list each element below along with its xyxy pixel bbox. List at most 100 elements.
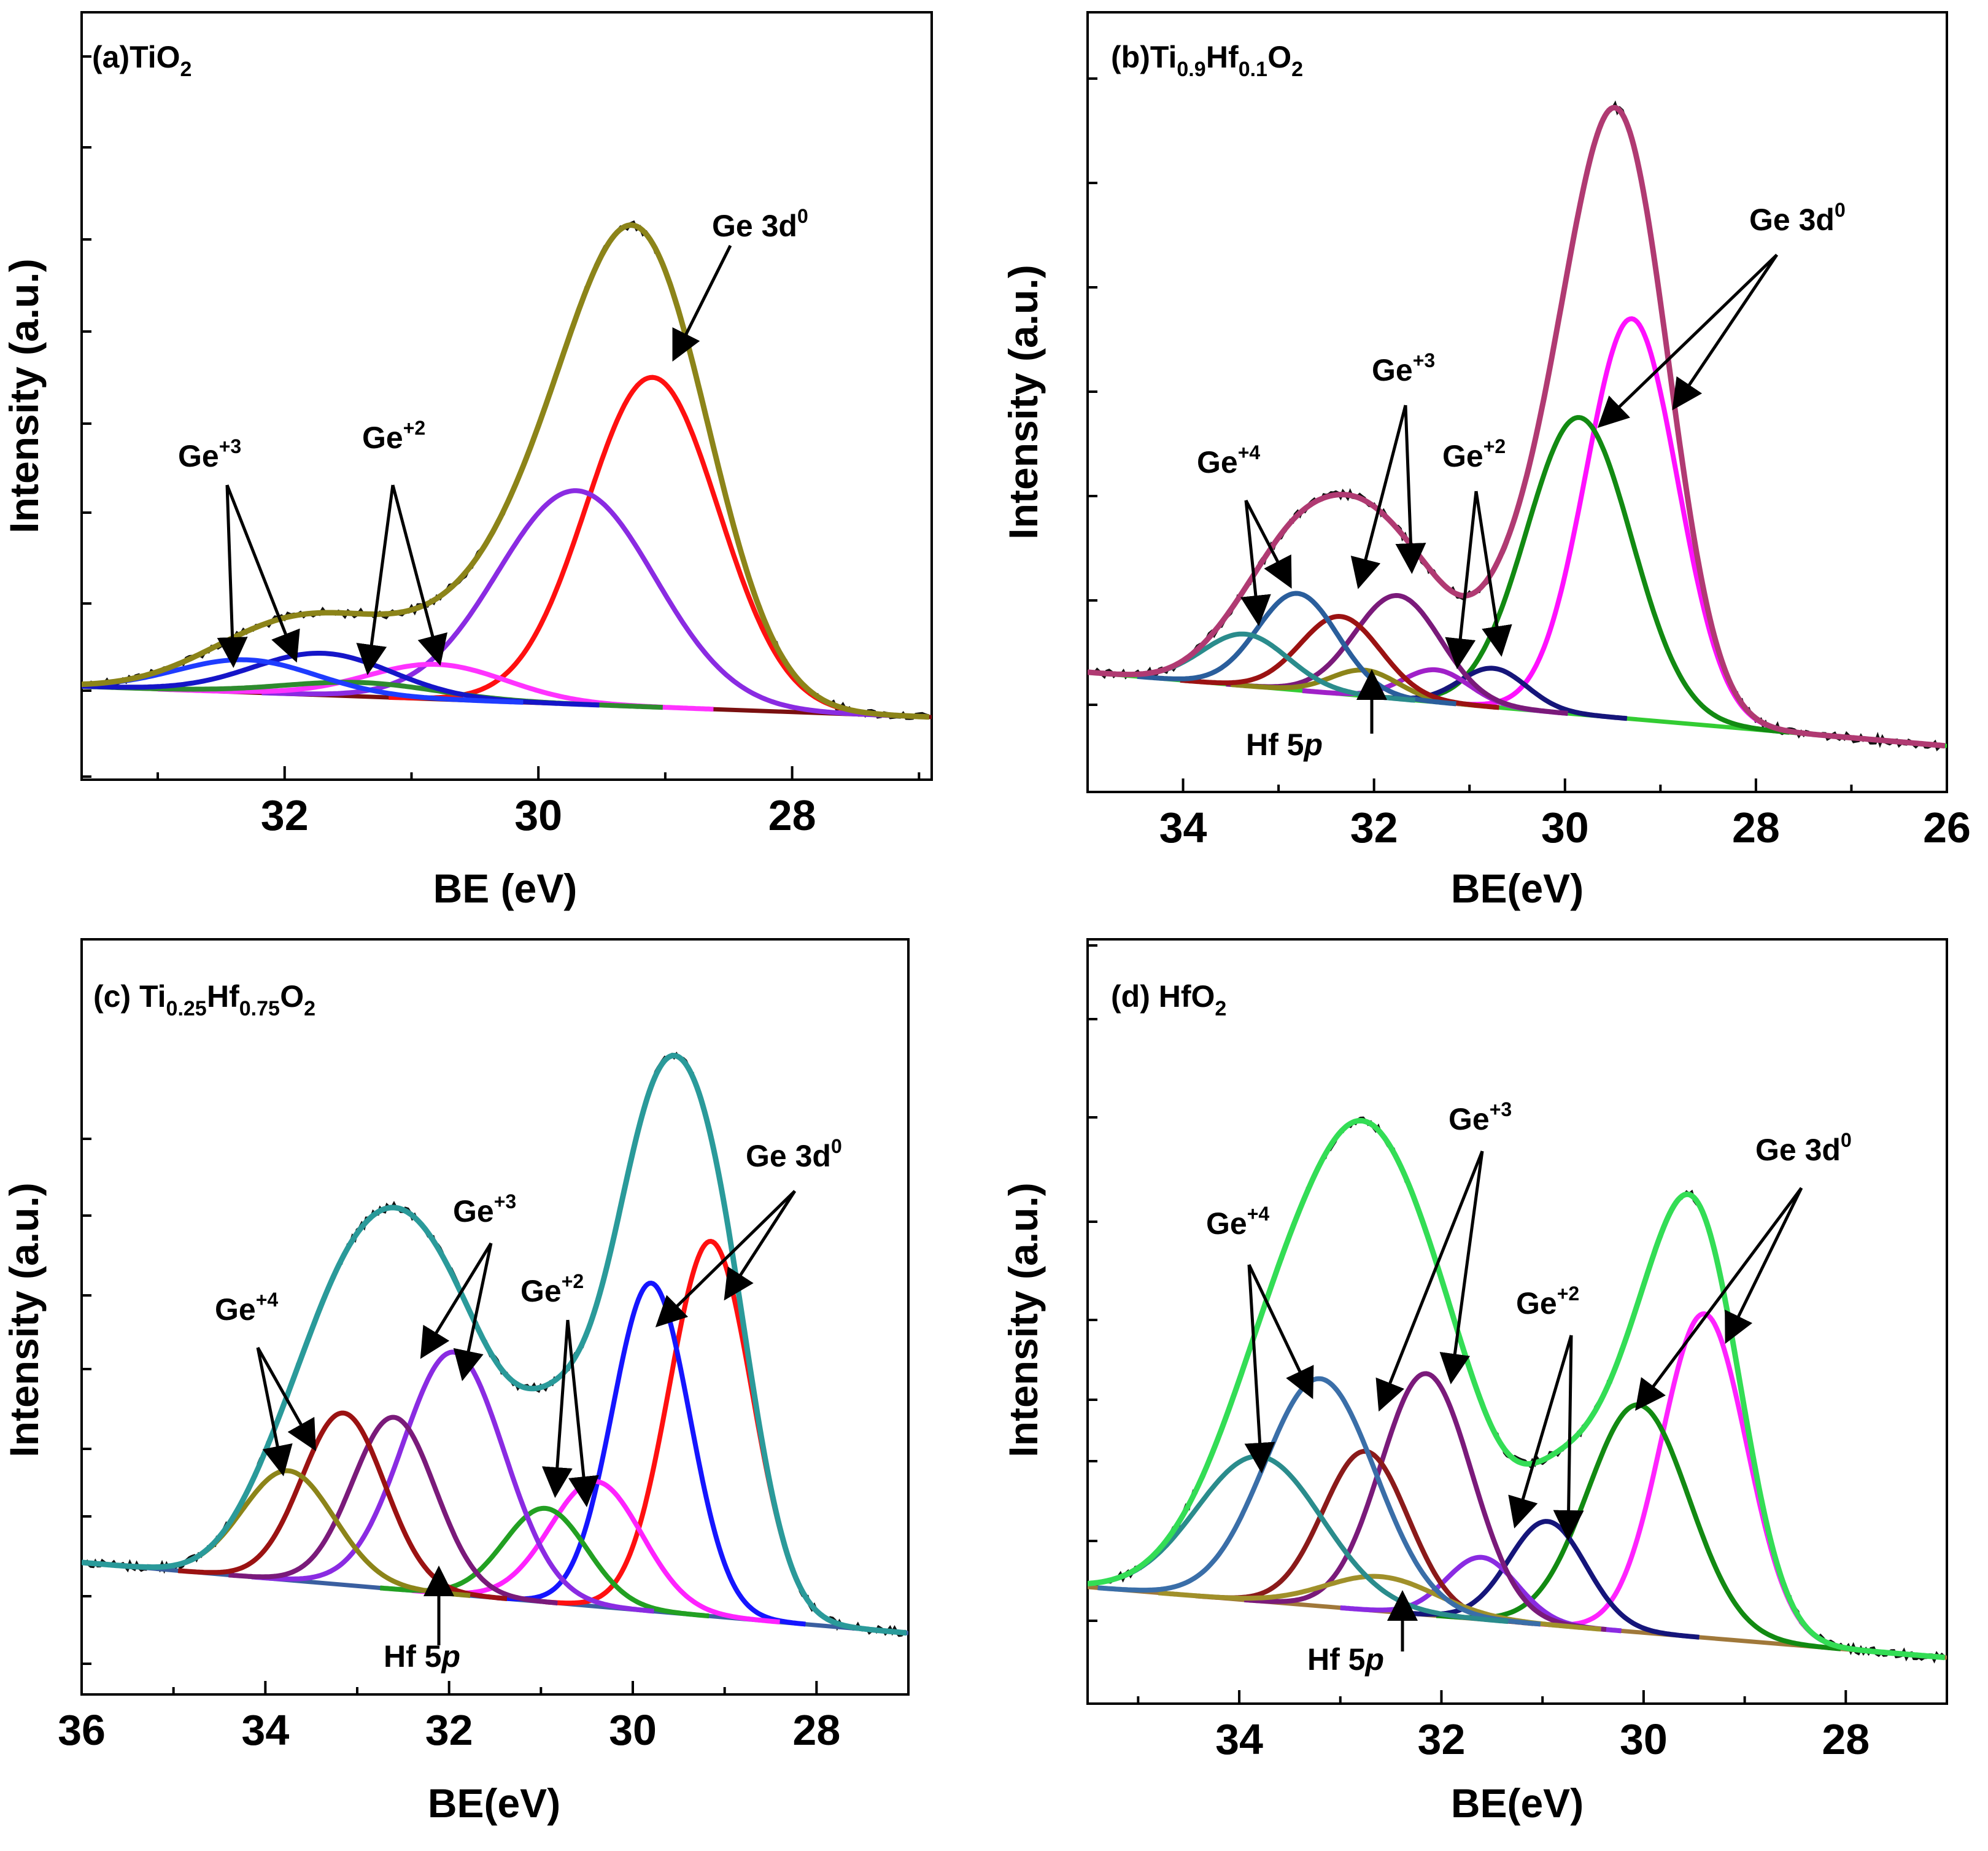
x-tick-label: 30 [609,1706,657,1754]
annotation-arrow [1597,254,1778,428]
x-tick-label: 36 [58,1706,106,1754]
component-peak [497,1280,806,1627]
component-peak [1534,1311,1874,1655]
x-axis-label: BE (eV) [433,866,578,911]
y-axis-label: Intensity (a.u.) [1000,265,1046,539]
x-tick-label: 28 [1732,804,1780,852]
annotation-arrow [217,484,248,668]
component-peak [251,1349,654,1614]
plot-frame [1086,11,1948,793]
component-peak [228,1414,558,1606]
annotation-arrow [655,1190,796,1327]
envelope-fit [1088,104,1946,749]
annotation-arrow [256,1347,293,1477]
annotation-arrow [1635,1187,1803,1411]
plot-frame [80,938,910,1696]
annotation-arrow [420,1242,493,1359]
x-tick-label: 30 [514,791,562,839]
peak-annotation: Ge+3 [453,1190,516,1228]
x-tick-label: 28 [768,791,816,839]
annotation-arrow [225,484,300,663]
panel-d: 34 32 30 28 BE(eV) Intensity (a.u.) (d) HfO2 G… [1000,938,1948,1826]
annotation-arrow [1553,1335,1584,1541]
panel-c: 36 34 32 30 28 BE(eV) Intensity (a.u.) (c) Ti0.… [1,938,910,1826]
component-peak [1137,591,1456,707]
panel-title: (a)TiO2 [92,40,191,81]
x-tick-label: 26 [1923,804,1971,852]
y-axis-label: Intensity (a.u.) [1,1182,47,1457]
annotation-arrow [356,484,395,675]
component-peak [389,374,917,719]
annotation-arrow [541,1319,573,1498]
component-peak [1097,1376,1541,1627]
peak-annotation: Ge 3d0 [1755,1129,1852,1167]
annotation-arrow [724,1190,797,1301]
x-tick-label: 32 [425,1706,473,1754]
x-axis-label: BE(eV) [1451,1780,1584,1826]
y-axis-label: Intensity (a.u.) [1,258,47,533]
panel-title: (b)Ti0.9 Hf0.1 O2 [1111,40,1303,81]
plot-frame [80,11,933,781]
y-axis-label: Intensity (a.u.) [1000,1182,1046,1457]
peak-annotation: Ge 3d0 [712,205,808,243]
panel-b: 34 32 30 28 26 BE(eV) Intensity (a.u.) (b)Ti0.9… [1000,11,1971,911]
peak-annotation: Ge 3d0 [1749,199,1846,237]
annotation-arrow [1247,1263,1314,1400]
peak-annotation: Ge+2 [362,417,425,455]
peak-annotation: Ge 3d0 [746,1135,842,1173]
x-tick-label: 30 [1541,804,1589,852]
annotation-arrow [453,1243,493,1381]
peak-annotation: Ge+4 [1197,441,1260,479]
x-tick-label: 32 [1418,1715,1466,1763]
annotation-arrow [1375,1151,1484,1412]
raw-data-trace [1092,100,1945,751]
peak-annotation: Hf 5p [1307,1642,1384,1677]
x-tick-label: 34 [241,1706,289,1754]
annotation-arrow [566,1319,599,1507]
annotation-arrow [1508,1335,1573,1529]
annotation-arrow [1244,499,1292,589]
peak-annotation: Ge+3 [1372,349,1435,387]
peak-annotation: Ge+2 [1442,435,1506,473]
peak-annotation: Ge+3 [1448,1098,1512,1136]
x-tick-label: 32 [261,791,309,839]
x-tick-label: 32 [1350,804,1398,852]
x-tick-label: 34 [1215,1715,1263,1763]
annotation-arrow [1725,1187,1803,1344]
x-tick-label: 34 [1159,804,1207,852]
plot-frame [1086,938,1948,1705]
component-peak [545,1238,876,1633]
annotation-arrow [1244,1264,1275,1473]
x-tick-label: 30 [1620,1715,1668,1763]
panel-title: (c) Ti0.25 Hf0.75 O2 [93,979,315,1020]
panel-title: (d) HfO2 [1111,979,1226,1020]
envelope-fit [1088,1117,1945,1661]
x-axis-label: BE(eV) [1451,866,1584,911]
annotation-arrow [1474,491,1512,657]
annotation-arrow [1672,254,1779,411]
annotation-arrow [1395,405,1426,574]
peak-annotation: Ge+4 [215,1289,278,1327]
envelope-fit [82,1052,907,1636]
x-tick-label: 28 [1822,1715,1870,1763]
annotation-arrow [256,1346,316,1451]
annotation-arrow [1445,491,1478,669]
annotation-arrow [391,484,447,666]
peak-annotation: Ge+2 [1516,1283,1579,1321]
annotation-arrow [672,244,732,362]
x-tick-label: 28 [792,1706,840,1754]
plot-area [82,220,932,720]
peak-annotation: Hf 5p [384,1639,460,1674]
annotation-arrow [1439,1151,1484,1384]
panel-a: 32 30 28 BE (eV) Intensity (a.u.) (a)TiO2 Ge … [1,11,933,911]
x-axis-label: BE(eV) [428,1780,560,1826]
component-peak [1243,1371,1607,1632]
annotation-arrow [1240,500,1271,626]
peak-annotation: Ge+2 [520,1270,584,1308]
peak-annotation: Ge+3 [178,435,241,473]
plot-area [1088,1116,1947,1664]
peak-annotation: Ge+4 [1206,1203,1269,1241]
annotation-arrow [1350,405,1407,589]
raw-data-trace [1091,1116,1946,1664]
